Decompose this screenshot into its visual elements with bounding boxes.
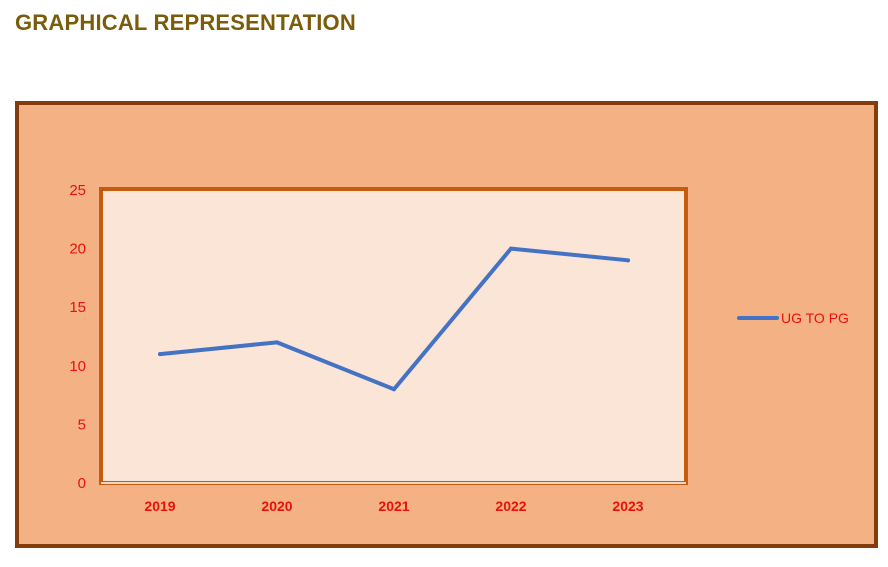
x-axis: 2019 2020 2021 2022 2023: [101, 482, 686, 514]
data-point: [158, 352, 162, 357]
data-point: [626, 258, 630, 263]
data-point: [509, 246, 513, 251]
y-tick-label: 25: [69, 182, 86, 199]
y-tick-label: 20: [69, 241, 86, 258]
y-tick-label: 15: [69, 299, 86, 316]
page-title: GRAPHICAL REPRESENTATION: [15, 10, 356, 35]
legend: UG TO PG: [737, 310, 849, 326]
legend-label: UG TO PG: [781, 310, 849, 326]
x-tick-label: 2020: [261, 498, 292, 514]
y-tick-label: 5: [78, 416, 86, 433]
plot-area: [99, 187, 688, 485]
y-axis: 0 5 10 15 20 25: [69, 182, 86, 492]
x-tick-label: 2021: [378, 498, 409, 514]
x-tick-label: 2019: [144, 498, 175, 514]
x-tick-label: 2023: [612, 498, 643, 514]
data-point: [275, 340, 279, 345]
y-tick-label: 0: [78, 475, 86, 492]
series-group: [158, 246, 630, 392]
x-tick-label: 2022: [495, 498, 526, 514]
y-tick-label: 10: [69, 358, 86, 375]
data-point: [392, 387, 396, 392]
